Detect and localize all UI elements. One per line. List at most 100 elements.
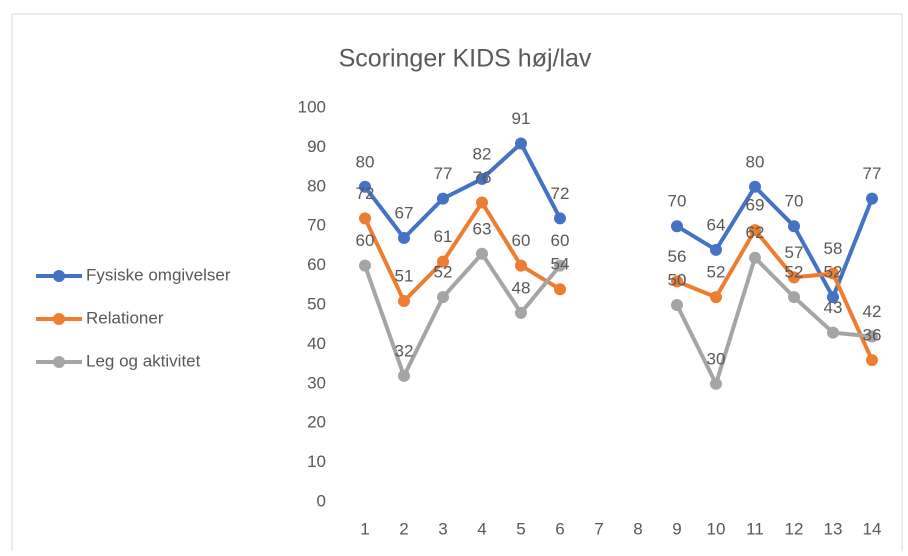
x-tick-label: 13 bbox=[824, 519, 843, 538]
data-point bbox=[359, 212, 371, 225]
x-tick-label: 1 bbox=[360, 519, 369, 538]
data-label: 69 bbox=[746, 196, 765, 215]
data-point bbox=[749, 224, 761, 237]
data-label: 58 bbox=[824, 239, 843, 258]
y-tick-label: 10 bbox=[307, 452, 326, 471]
data-label: 72 bbox=[551, 184, 570, 203]
data-label: 42 bbox=[863, 302, 882, 321]
legend-label: Leg og aktivitet bbox=[86, 351, 201, 370]
data-label: 70 bbox=[668, 192, 687, 211]
data-label: 64 bbox=[707, 215, 726, 234]
data-label: 50 bbox=[668, 270, 687, 289]
data-label: 80 bbox=[356, 152, 375, 171]
data-point bbox=[554, 212, 566, 225]
data-label: 80 bbox=[746, 152, 765, 171]
x-tick-label: 12 bbox=[785, 519, 804, 538]
x-tick-label: 14 bbox=[863, 519, 882, 538]
data-label: 32 bbox=[395, 341, 414, 360]
data-point bbox=[476, 172, 488, 185]
data-point bbox=[437, 291, 449, 304]
data-point bbox=[827, 291, 839, 304]
legend-swatch-marker bbox=[53, 313, 65, 325]
data-point bbox=[827, 267, 839, 280]
x-tick-label: 2 bbox=[399, 519, 408, 538]
x-tick-label: 11 bbox=[746, 519, 764, 538]
series-line bbox=[363, 141, 874, 300]
x-tick-label: 3 bbox=[438, 519, 447, 538]
data-label: 52 bbox=[824, 263, 843, 282]
data-point bbox=[554, 283, 566, 296]
data-label: 57 bbox=[785, 243, 804, 262]
x-tick-label: 6 bbox=[555, 519, 564, 538]
y-tick-label: 40 bbox=[307, 334, 326, 353]
x-tick-label: 8 bbox=[633, 519, 642, 538]
data-label: 91 bbox=[512, 109, 531, 128]
data-point bbox=[866, 192, 878, 205]
data-point bbox=[866, 354, 878, 367]
data-label: 62 bbox=[746, 223, 765, 242]
data-point bbox=[788, 220, 800, 233]
data-point bbox=[359, 180, 371, 193]
data-label: 77 bbox=[863, 164, 882, 183]
data-point bbox=[515, 137, 527, 150]
data-label: 61 bbox=[434, 227, 453, 246]
data-point bbox=[749, 180, 761, 193]
y-tick-label: 50 bbox=[307, 294, 326, 313]
data-point bbox=[710, 243, 722, 256]
data-point bbox=[749, 251, 761, 264]
data-label: 76 bbox=[473, 168, 492, 187]
data-label: 82 bbox=[473, 144, 492, 163]
data-label: 54 bbox=[551, 255, 570, 274]
x-tick-label: 10 bbox=[707, 519, 726, 538]
data-point bbox=[398, 295, 410, 308]
data-point bbox=[710, 291, 722, 304]
series-line bbox=[363, 200, 874, 361]
data-point bbox=[476, 196, 488, 209]
data-label: 48 bbox=[512, 278, 531, 297]
data-label: 63 bbox=[473, 219, 492, 238]
data-point bbox=[788, 291, 800, 304]
data-label: 60 bbox=[356, 231, 375, 250]
data-label: 30 bbox=[707, 349, 726, 368]
data-point bbox=[437, 192, 449, 205]
x-tick-label: 4 bbox=[477, 519, 486, 538]
data-point bbox=[671, 275, 683, 288]
data-label: 36 bbox=[863, 326, 882, 345]
series-line bbox=[363, 251, 873, 386]
x-tick-label: 9 bbox=[672, 519, 681, 538]
data-label: 51 bbox=[395, 267, 414, 286]
data-point bbox=[515, 306, 527, 319]
data-label: 52 bbox=[434, 263, 453, 282]
data-label: 60 bbox=[512, 231, 531, 250]
data-label: 56 bbox=[668, 247, 687, 266]
y-tick-label: 70 bbox=[307, 216, 326, 235]
chart-title: Scoringer KIDS høj/lav bbox=[339, 45, 592, 73]
y-tick-label: 60 bbox=[307, 255, 326, 274]
data-point bbox=[827, 326, 839, 339]
data-point bbox=[398, 369, 410, 382]
legend-label: Fysiske omgivelser bbox=[86, 265, 231, 284]
legend-label: Relationer bbox=[86, 308, 164, 327]
data-label: 72 bbox=[356, 184, 375, 203]
y-tick-label: 0 bbox=[317, 491, 326, 510]
data-label: 52 bbox=[707, 263, 726, 282]
data-point bbox=[671, 299, 683, 311]
y-tick-label: 90 bbox=[307, 137, 326, 156]
data-point bbox=[476, 247, 488, 260]
data-point bbox=[359, 259, 371, 272]
data-label: 77 bbox=[434, 164, 453, 183]
x-tick-label: 5 bbox=[516, 519, 525, 538]
y-tick-label: 80 bbox=[307, 176, 326, 195]
y-tick-label: 30 bbox=[307, 373, 326, 392]
data-point bbox=[437, 255, 449, 268]
data-point bbox=[515, 259, 527, 272]
data-label: 43 bbox=[824, 298, 843, 317]
legend-swatch-marker bbox=[53, 356, 65, 368]
data-label: 70 bbox=[785, 192, 804, 211]
data-label: 60 bbox=[551, 231, 570, 250]
y-tick-label: 20 bbox=[307, 413, 326, 432]
data-point bbox=[710, 377, 722, 390]
legend-swatch-marker bbox=[53, 270, 65, 282]
data-label: 67 bbox=[395, 204, 414, 223]
